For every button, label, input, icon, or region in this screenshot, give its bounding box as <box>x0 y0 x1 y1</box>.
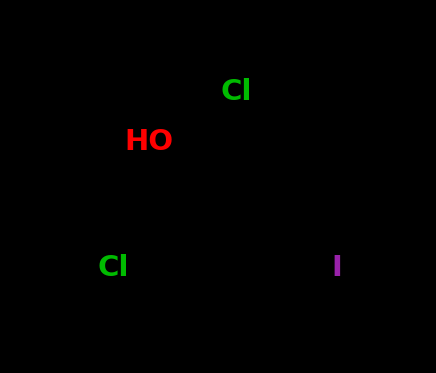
Text: I: I <box>331 254 342 282</box>
Text: Cl: Cl <box>97 254 129 282</box>
Text: HO: HO <box>124 128 174 156</box>
Text: Cl: Cl <box>221 78 252 106</box>
